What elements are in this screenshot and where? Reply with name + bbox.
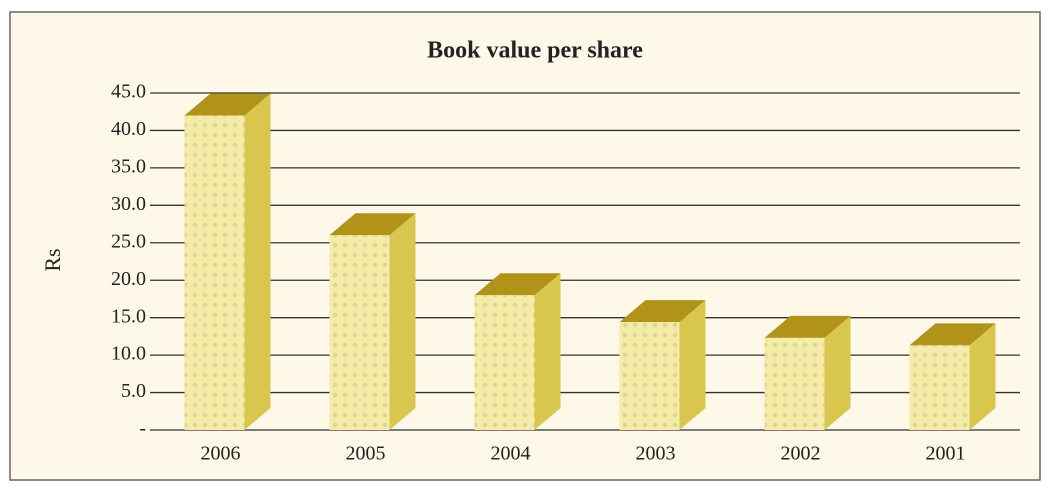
bar-side	[389, 213, 416, 430]
y-tick-label: -	[139, 418, 146, 440]
bar-side	[679, 300, 706, 430]
y-tick-label: 10.0	[111, 343, 146, 365]
bar	[474, 273, 561, 430]
bar-texture	[329, 235, 390, 430]
bar-texture	[909, 345, 970, 430]
bar-texture	[474, 295, 535, 430]
chart-title: Book value per share	[427, 38, 643, 64]
y-tick-label: 25.0	[111, 230, 146, 252]
bar-side	[244, 93, 271, 430]
x-tick-label: 2001	[926, 443, 966, 465]
bar	[909, 323, 996, 430]
y-tick-label: 15.0	[111, 305, 146, 327]
x-tick-label: 2006	[201, 443, 241, 465]
bar-texture	[764, 337, 825, 430]
x-tick-label: 2005	[346, 443, 386, 465]
x-tick-label: 2003	[636, 443, 676, 465]
y-tick-label: 35.0	[111, 155, 146, 177]
bar-side	[969, 323, 996, 430]
y-tick-label: 45.0	[111, 81, 146, 103]
bar	[329, 213, 416, 430]
bar-side	[824, 315, 851, 430]
bar	[184, 93, 271, 430]
x-tick-label: 2004	[491, 443, 531, 465]
bar-top	[909, 323, 996, 346]
bar-top	[474, 273, 561, 296]
y-axis-label: Rs	[40, 248, 65, 271]
x-tick-label: 2002	[781, 443, 821, 465]
bar-top	[184, 93, 271, 116]
y-tick-label: 5.0	[121, 380, 146, 402]
bar	[619, 300, 706, 430]
bar-side	[534, 273, 561, 430]
bar	[764, 315, 851, 430]
y-tick-label: 30.0	[111, 193, 146, 215]
bar-texture	[184, 115, 245, 430]
bar-top	[764, 315, 851, 338]
y-tick-label: 40.0	[111, 118, 146, 140]
bar-top	[619, 300, 706, 323]
y-tick-label: 20.0	[111, 268, 146, 290]
bar-texture	[619, 322, 680, 430]
bar-top	[329, 213, 416, 236]
